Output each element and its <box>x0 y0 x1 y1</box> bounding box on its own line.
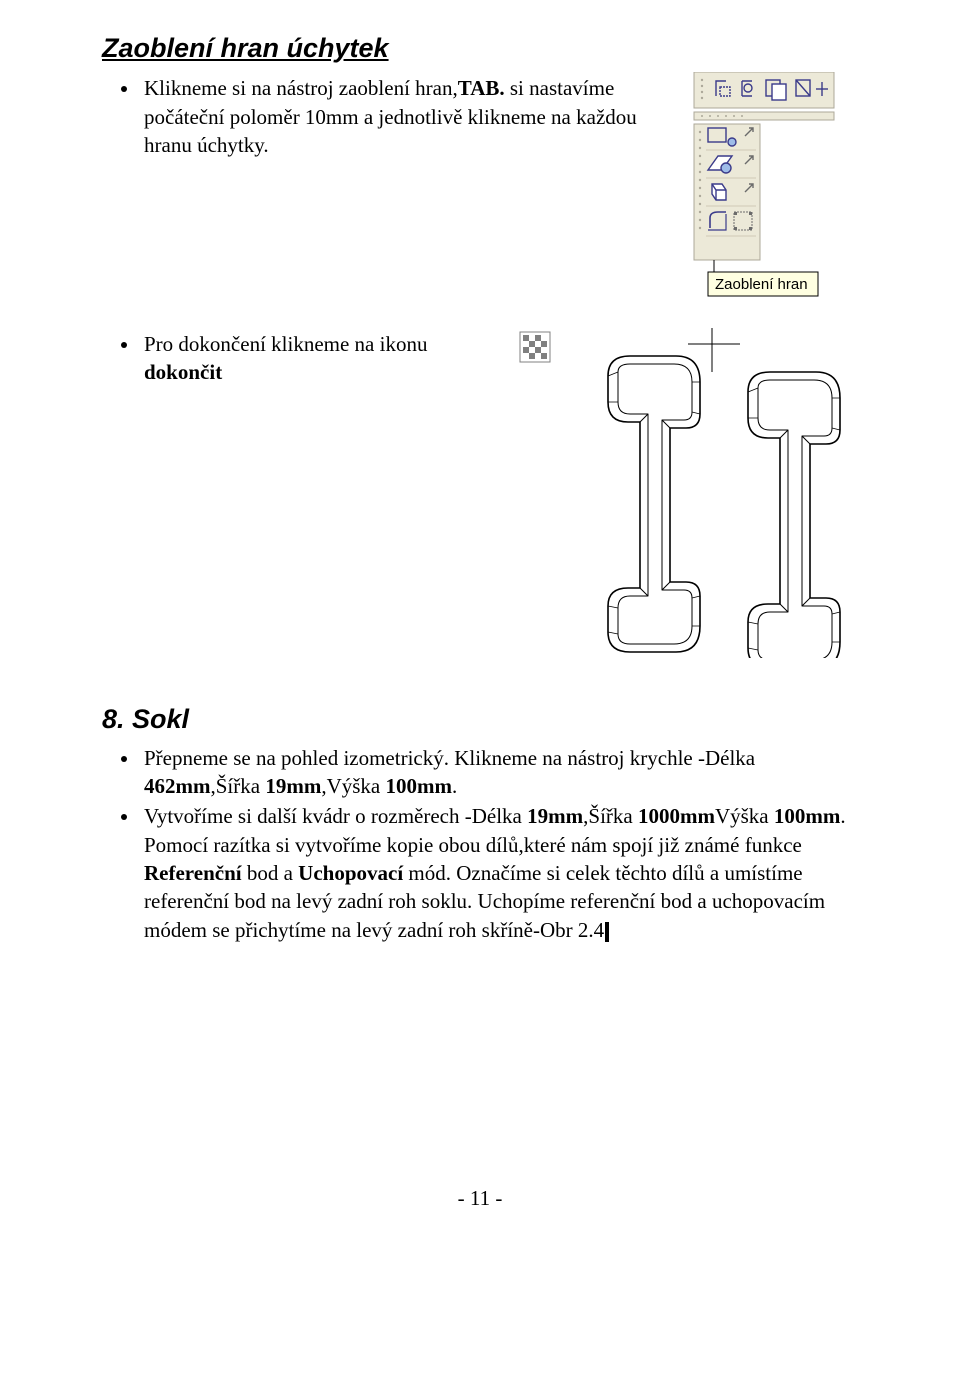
bold-tab: TAB. <box>458 76 505 100</box>
bullet-text: Klikneme si na nástroj zaoblení hran, <box>144 76 458 100</box>
section-8-title: 8. Sokl <box>102 701 858 737</box>
b: 19mm <box>265 774 321 798</box>
bullet-sokl-1: Přepneme se na pohled izometrický. Klikn… <box>140 744 858 801</box>
b: 462mm <box>144 774 211 798</box>
handles-image <box>578 328 858 665</box>
b: 100mm <box>386 774 453 798</box>
bullet-tab-radius: Klikneme si na nástroj zaoblení hran,TAB… <box>140 74 688 159</box>
t: . <box>452 774 457 798</box>
page-title: Zaoblení hran úchytek <box>102 30 858 66</box>
t: Přepneme se na pohled izometrický. Klikn… <box>144 746 755 770</box>
text-cursor <box>605 922 609 942</box>
t: ,Výška <box>321 774 385 798</box>
b: Uchopovací <box>298 861 403 885</box>
b: Referenční <box>144 861 242 885</box>
checker-icon-image <box>516 328 556 375</box>
bullet-sokl-2: Vytvoříme si další kvádr o rozměrech -Dé… <box>140 802 858 944</box>
bold-finish: dokončit <box>144 360 222 384</box>
bullet-finish-text: Pro dokončení klikneme na ikonu <box>144 332 427 356</box>
b: 1000mm <box>638 804 715 828</box>
toolbar-image: Zaoblení hran <box>688 72 858 309</box>
t: ,Šířka <box>583 804 638 828</box>
page-number: - 11 - <box>102 1184 858 1212</box>
b: 100mm <box>774 804 841 828</box>
bullet-finish: Pro dokončení klikneme na ikonu dokončit <box>140 330 504 387</box>
b: 19mm <box>527 804 583 828</box>
t: Vytvoříme si další kvádr o rozměrech -Dé… <box>144 804 527 828</box>
tooltip-text: Zaoblení hran <box>715 276 808 293</box>
t: bod a <box>242 861 299 885</box>
t: ,Šířka <box>211 774 266 798</box>
t: Výška <box>715 804 774 828</box>
